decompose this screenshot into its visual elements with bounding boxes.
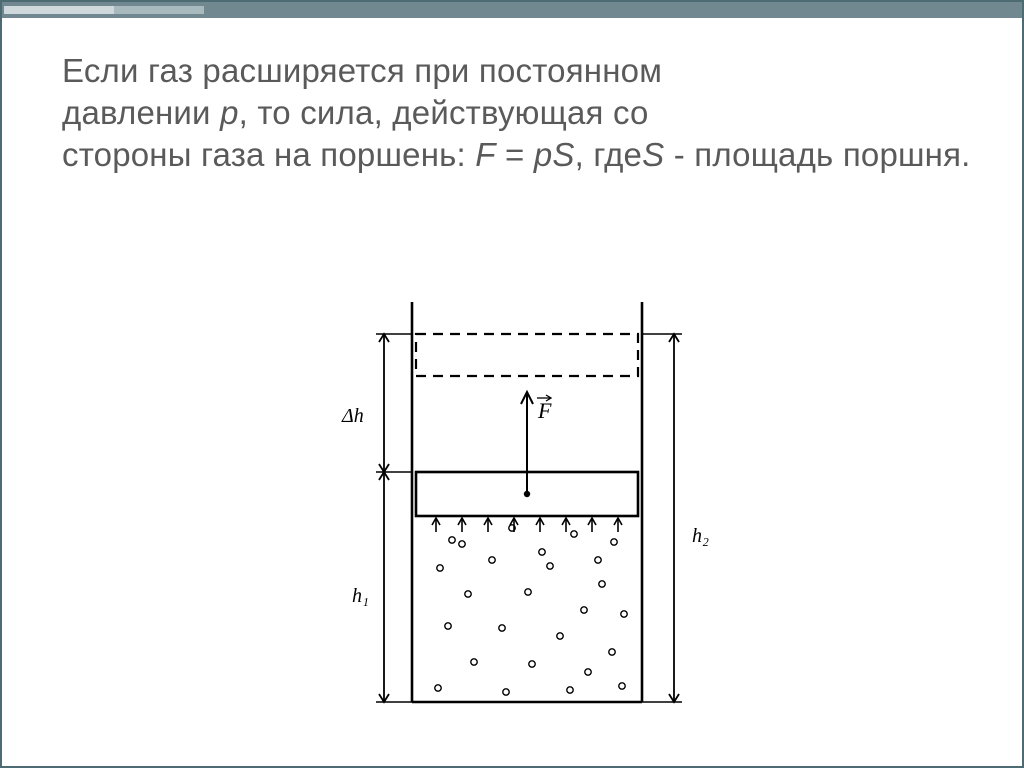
svg-text:Δh: Δh [341,405,364,427]
svg-text:h₂: h₂ [692,525,709,547]
piston-diagram: F Δh h₁ h₂ [302,292,722,722]
diagram-container: F Δh h₁ h₂ [2,292,1022,746]
top-accent-seg-2 [114,6,204,14]
slide: Если газ расширяется при постоянном давл… [0,0,1024,768]
body-text: Если газ расширяется при постоянном давл… [62,50,972,177]
text-line3b: , где [575,136,643,173]
text-line1: Если газ расширяется при постоянном [62,52,662,89]
formula-F: F [475,136,495,173]
formula-pS: pS [534,136,575,173]
pressure-symbol: p [220,94,239,131]
svg-text:h₁: h₁ [352,585,369,607]
svg-text:F: F [537,398,552,423]
area-S: S [642,136,664,173]
text-line4: - площадь поршня. [664,136,970,173]
top-accent-seg-1 [4,6,114,14]
formula-eq: = [496,136,534,173]
text-line3a: стороны газа на поршень: [62,136,475,173]
text-line2b: , то сила, действующая со [239,94,649,131]
text-line2a: давлении [62,94,220,131]
top-accent-bar [2,2,1022,18]
